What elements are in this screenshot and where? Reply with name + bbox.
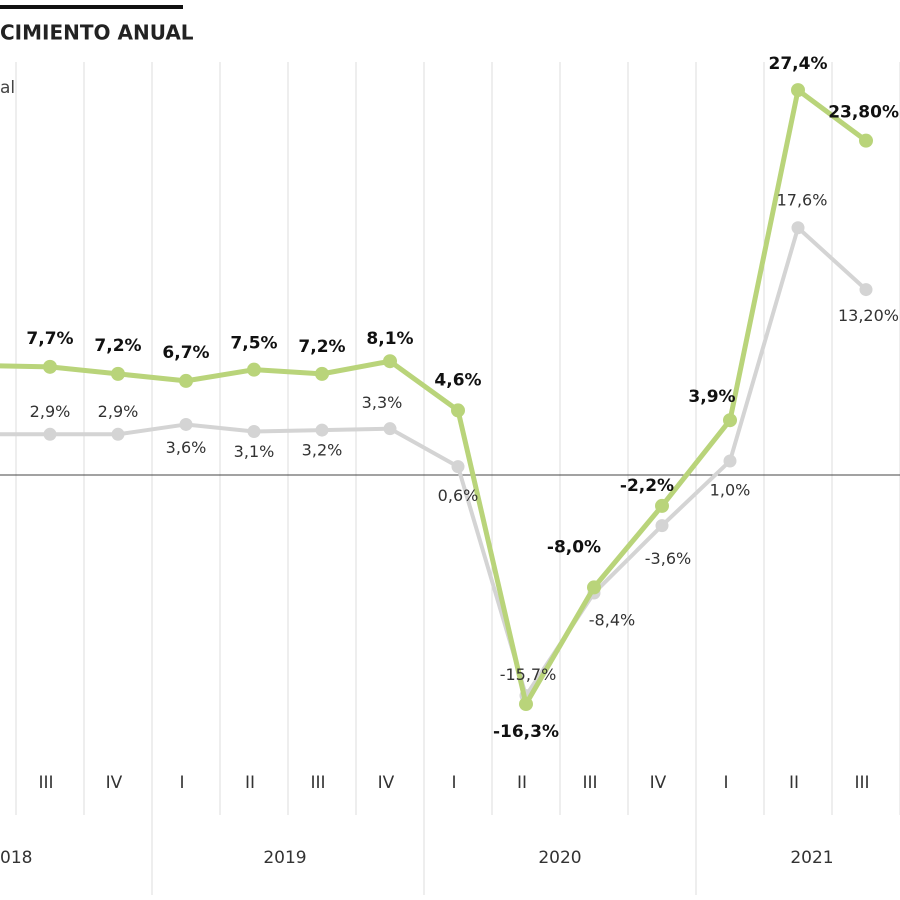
value-label: 7,2% [298, 337, 345, 357]
value-label: 7,2% [94, 336, 141, 356]
value-label: -2,2% [620, 476, 674, 496]
x-tick-label: I [451, 773, 456, 793]
x-tick-label: III [310, 773, 325, 793]
title-bar [0, 5, 183, 9]
point [655, 498, 669, 513]
x-tick-label: IV [650, 773, 667, 793]
value-label: 6,7% [162, 343, 209, 363]
series-line [0, 87, 868, 707]
value-label: 0,6% [438, 486, 479, 505]
point [451, 403, 465, 418]
point [655, 519, 669, 533]
point [179, 417, 193, 431]
value-label: 7,5% [230, 334, 277, 354]
value-label: 27,4% [769, 54, 828, 74]
point [859, 133, 873, 148]
year-label: 2019 [263, 848, 306, 868]
value-label: 13,20% [838, 306, 899, 325]
value-label: 3,2% [302, 441, 343, 460]
value-label: 17,6% [777, 190, 828, 209]
value-label: 1,0% [710, 480, 751, 499]
value-label: -8,4% [589, 611, 635, 630]
x-tick-label: III [38, 773, 53, 793]
value-label: -15,7% [500, 665, 557, 684]
x-tick-label: II [517, 773, 527, 793]
point [315, 366, 329, 381]
year-label: 2021 [790, 848, 833, 868]
point [587, 580, 601, 595]
value-label: 3,1% [234, 442, 275, 461]
year-label: 2020 [538, 848, 581, 868]
legend-fragment: al [0, 78, 15, 98]
point [723, 454, 737, 468]
point [791, 83, 805, 98]
value-label: 8,1% [366, 329, 413, 349]
value-label: 2,9% [98, 402, 139, 421]
x-tick-label: III [582, 773, 597, 793]
point [315, 423, 329, 437]
value-label: 3,6% [166, 438, 207, 457]
point [859, 283, 873, 297]
point [451, 460, 465, 474]
point [111, 366, 125, 381]
x-tick-label: IV [378, 773, 395, 793]
point [723, 413, 737, 428]
point [383, 422, 397, 436]
point [179, 373, 193, 388]
value-label: -8,0% [547, 537, 601, 557]
x-tick-label: IV [106, 773, 123, 793]
value-label: 3,9% [688, 387, 735, 407]
series-line [0, 225, 868, 698]
point [791, 221, 805, 235]
value-label: -3,6% [645, 549, 691, 568]
value-label: 23,80% [828, 103, 899, 123]
x-tick-label: II [789, 773, 799, 793]
value-label: 4,6% [434, 370, 481, 390]
point [43, 359, 57, 374]
value-label: 2,9% [30, 402, 71, 421]
x-tick-label: II [245, 773, 255, 793]
value-label: -16,3% [493, 722, 559, 742]
x-tick-label: I [179, 773, 184, 793]
point [43, 427, 57, 441]
point [111, 427, 125, 441]
point [519, 697, 533, 712]
year-label: 018 [0, 848, 32, 868]
x-tick-label: I [723, 773, 728, 793]
chart-title: CIMIENTO ANUAL [0, 21, 194, 45]
point [383, 354, 397, 369]
value-label: 7,7% [26, 329, 73, 349]
x-tick-label: III [854, 773, 869, 793]
value-label: 3,3% [362, 393, 403, 412]
point [247, 362, 261, 377]
point [247, 424, 261, 438]
